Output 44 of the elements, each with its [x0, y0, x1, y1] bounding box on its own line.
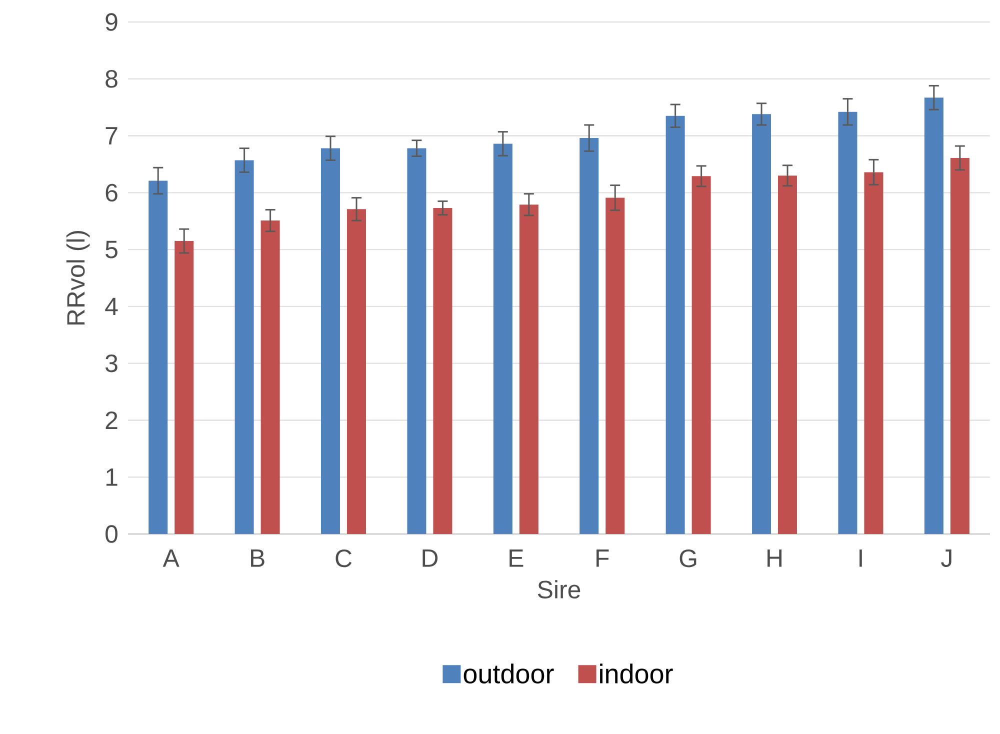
y-tick-label: 4: [105, 298, 118, 316]
bar: [924, 98, 944, 534]
x-tick-label: H: [768, 550, 782, 567]
legend-label: indoor: [600, 664, 673, 684]
y-tick-label: 2: [106, 411, 118, 429]
bar: [321, 148, 340, 534]
y-tick-label: 8: [106, 70, 118, 88]
bar: [174, 241, 194, 534]
bar: [407, 148, 426, 534]
x-tick-label: F: [596, 550, 609, 567]
bar: [493, 144, 512, 534]
y-tick-label: 3: [106, 354, 118, 372]
bar: [519, 204, 538, 534]
bar: [580, 138, 599, 534]
bar: [234, 160, 254, 534]
bar: [752, 114, 772, 534]
x-tick-label: J: [941, 550, 952, 567]
x-tick-label: D: [422, 550, 438, 567]
bar: [433, 208, 452, 534]
bar: [606, 198, 625, 534]
legend-label: outdoor: [464, 664, 554, 684]
y-axis-title: RRvol (l): [66, 230, 90, 325]
y-tick-label: 7: [106, 127, 118, 144]
bar: [778, 176, 798, 534]
bar: [666, 116, 685, 534]
x-tick-label: B: [251, 550, 264, 567]
bar: [838, 112, 858, 534]
bar: [950, 158, 970, 534]
x-tick-label: E: [510, 550, 524, 567]
bar: [148, 180, 168, 534]
y-tick-label: 5: [106, 240, 118, 258]
y-tick-label: 9: [106, 13, 118, 31]
y-tick-label: 6: [106, 184, 118, 202]
bar: [692, 176, 711, 534]
y-tick-label: 1: [106, 468, 118, 486]
y-tick-label: 0: [106, 525, 118, 543]
bar: [260, 220, 280, 534]
bar: [347, 209, 366, 534]
x-tick-label: G: [680, 550, 696, 568]
x-tick-label: C: [336, 550, 352, 568]
bar: [864, 172, 884, 534]
x-tick-label: I: [860, 550, 862, 567]
x-axis-title: Sire: [538, 580, 580, 598]
x-tick-label: A: [162, 550, 180, 567]
